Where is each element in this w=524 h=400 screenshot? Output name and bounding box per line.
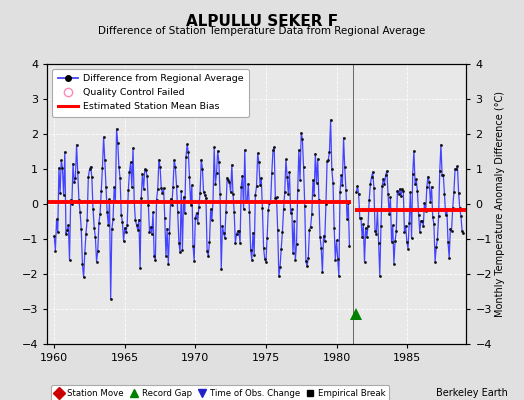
Y-axis label: Monthly Temperature Anomaly Difference (°C): Monthly Temperature Anomaly Difference (… (495, 91, 505, 317)
Text: Berkeley Earth: Berkeley Earth (436, 388, 508, 398)
Text: Difference of Station Temperature Data from Regional Average: Difference of Station Temperature Data f… (99, 26, 425, 36)
Legend: Station Move, Record Gap, Time of Obs. Change, Empirical Break: Station Move, Record Gap, Time of Obs. C… (51, 386, 389, 400)
Text: ALPULLU SEKER F: ALPULLU SEKER F (186, 14, 338, 29)
